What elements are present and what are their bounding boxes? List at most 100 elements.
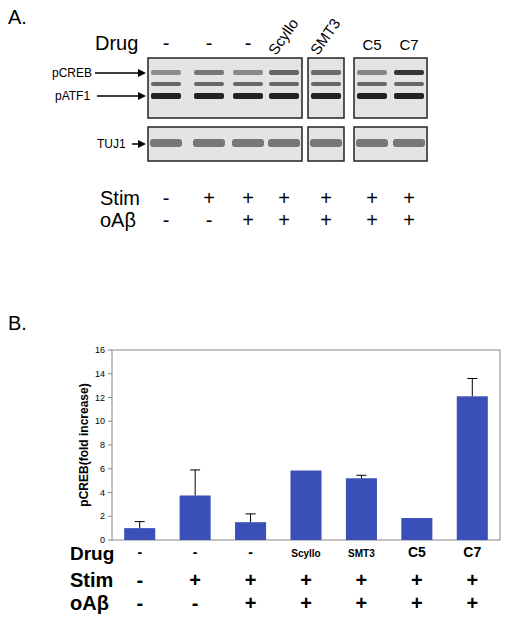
tick-label: 12 (95, 393, 105, 403)
drug-label: - (206, 32, 213, 54)
bar (290, 471, 321, 540)
bars (124, 379, 488, 541)
sign-label: - (163, 209, 170, 231)
bar (124, 528, 155, 540)
blot-frame (354, 58, 427, 118)
row-title: oAβ (70, 592, 109, 614)
sign-label: + (356, 569, 368, 591)
sign-label: + (203, 187, 215, 209)
tick-label: 6 (100, 464, 105, 474)
band (194, 70, 224, 75)
band (356, 139, 388, 147)
band-label: pCREB (52, 66, 92, 80)
row-title: Drug (70, 543, 114, 564)
bar (235, 522, 266, 540)
sign-label: + (300, 592, 312, 614)
band (394, 70, 424, 75)
blot-frame (148, 58, 302, 118)
error-stem (139, 522, 140, 529)
band (194, 93, 224, 99)
sign-label: + (411, 592, 423, 614)
bar (457, 396, 488, 540)
blot-frame (354, 127, 427, 161)
band-label: pATF1 (55, 89, 90, 103)
drug-label: - (163, 32, 170, 54)
error-bar (356, 475, 366, 478)
error-cap (246, 513, 256, 514)
error-cap (356, 475, 366, 476)
sign-label: + (320, 209, 332, 231)
band (357, 93, 387, 99)
arrow (138, 92, 146, 100)
category-label: - (137, 544, 142, 560)
panel-label: A. (8, 6, 27, 28)
sign-label: + (411, 569, 423, 591)
band (233, 70, 263, 75)
tick (108, 397, 112, 398)
error-stem (472, 379, 473, 397)
drug-label: - (245, 32, 252, 54)
bar (401, 518, 432, 540)
drug-label: SMT3 (307, 15, 344, 58)
band (151, 70, 181, 75)
row-title: oAβ (100, 209, 136, 231)
tick-label: 14 (95, 369, 105, 379)
sign-label: - (206, 209, 213, 231)
sign-label: + (245, 592, 257, 614)
error-stem (195, 470, 196, 496)
band (311, 70, 341, 75)
row-title: Drug (95, 32, 138, 54)
error-cap (135, 521, 145, 522)
tick (108, 421, 112, 422)
sign-label: + (242, 209, 254, 231)
sign-label: + (320, 187, 332, 209)
error-cap (467, 378, 477, 379)
drug-label: C7 (399, 36, 418, 53)
band (269, 70, 299, 75)
sign-label: - (192, 592, 199, 614)
tick (108, 373, 112, 374)
band (150, 139, 182, 147)
bar (180, 495, 211, 540)
category-label: - (193, 544, 198, 560)
tick (108, 468, 112, 469)
sign-label: + (366, 209, 378, 231)
sign-label: + (189, 569, 201, 591)
sign-label: - (136, 592, 143, 614)
category-label: - (248, 544, 253, 560)
drug-label: Scyllo (265, 15, 302, 58)
sign-label: + (242, 187, 254, 209)
drug-label: C5 (362, 36, 381, 53)
sign-label: + (403, 187, 415, 209)
band (232, 139, 264, 147)
band (311, 82, 341, 86)
band (357, 82, 387, 86)
tick (108, 350, 112, 351)
tick-label: 2 (100, 511, 105, 521)
band (193, 139, 225, 147)
error-stem (250, 514, 251, 522)
sign-label: + (466, 592, 478, 614)
blot-frame (148, 127, 302, 161)
sign-label: - (136, 569, 143, 591)
arrow (138, 140, 146, 148)
error-cap (190, 469, 200, 470)
arrow (97, 95, 140, 97)
figure: A.Drug---ScylloSMT3C5C7pCREBpATF1TUJ1Sti… (0, 0, 524, 637)
sign-label: + (245, 569, 257, 591)
band-label: TUJ1 (97, 137, 126, 151)
band (394, 82, 424, 86)
axis-title: pCREB(fold increase) (77, 383, 91, 506)
tick (108, 492, 112, 493)
band (151, 93, 181, 99)
error-bar (246, 514, 256, 522)
sign-label: + (300, 569, 312, 591)
plot-frame (112, 350, 500, 540)
arrow (95, 72, 140, 74)
error-bar (467, 379, 477, 397)
band (310, 139, 342, 147)
band (151, 82, 181, 86)
tick (108, 540, 112, 541)
band (269, 93, 299, 99)
arrow (138, 69, 146, 77)
